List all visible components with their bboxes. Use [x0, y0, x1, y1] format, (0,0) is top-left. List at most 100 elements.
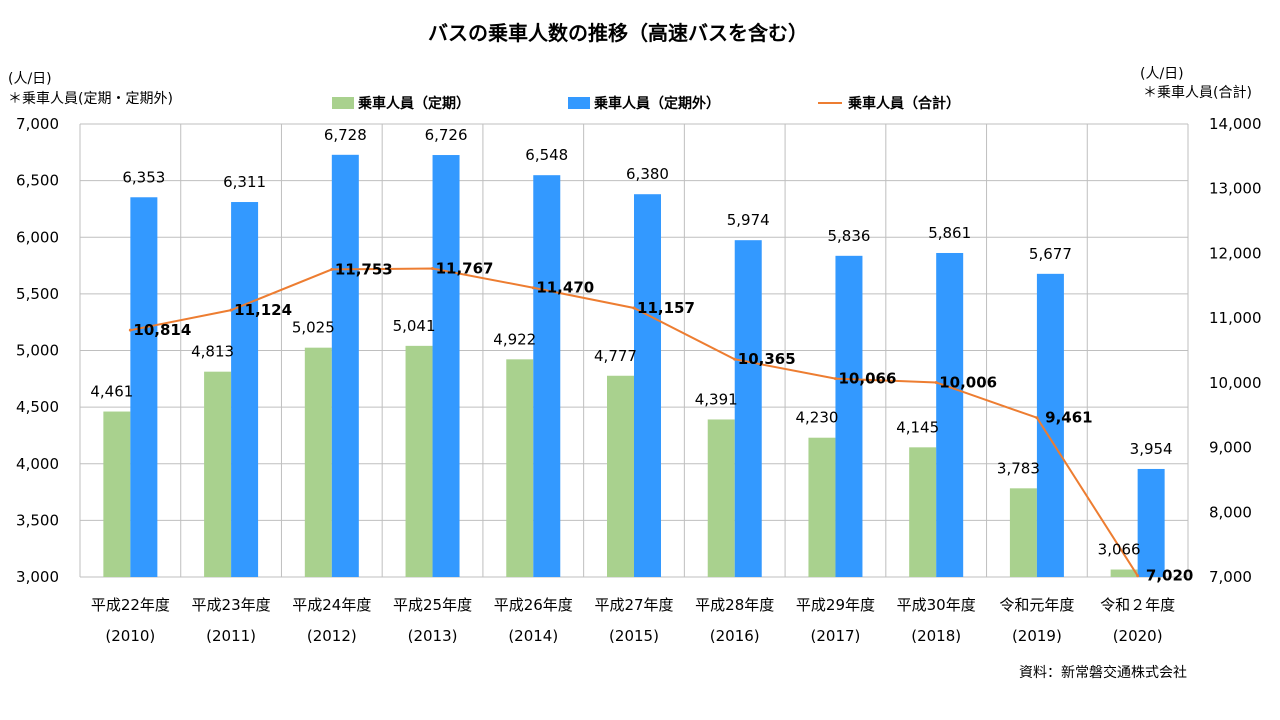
left-axis-note: ＊乗車人員(定期・定期外) — [8, 90, 173, 107]
right-tick-label: 10,000 — [1209, 374, 1262, 392]
line-total-label: 11,124 — [234, 301, 292, 319]
right-tick-label: 7,000 — [1209, 568, 1252, 586]
left-tick-label: 5,000 — [16, 342, 59, 360]
category-year: (2018) — [911, 627, 961, 645]
left-tick-label: 3,000 — [16, 568, 59, 586]
category-label: 平成26年度 — [494, 596, 573, 614]
bar-teiki — [909, 447, 937, 577]
bar-teikigai — [734, 240, 762, 577]
bar-teiki-label: 4,461 — [90, 383, 133, 401]
bar-teiki — [707, 419, 735, 577]
line-total-point — [128, 328, 132, 332]
category-year: (2015) — [609, 627, 659, 645]
bar-teikigai — [130, 197, 158, 577]
bar-teikigai-label: 6,353 — [122, 168, 165, 186]
right-tick-label: 9,000 — [1209, 439, 1252, 457]
left-tick-label: 4,500 — [16, 398, 59, 416]
bar-teiki-label: 4,230 — [795, 409, 838, 427]
bar-teikigai-label: 3,954 — [1130, 440, 1173, 458]
right-axis-unit: (人/日) — [1140, 66, 1184, 82]
line-total-label: 9,461 — [1045, 409, 1092, 427]
line-total-label: 11,767 — [436, 260, 494, 278]
bar-teiki — [607, 375, 634, 577]
bar-teikigai — [634, 194, 661, 577]
category-label: 平成30年度 — [897, 596, 976, 614]
category-label: 平成28年度 — [695, 596, 774, 614]
category-label: 平成22年度 — [91, 596, 170, 614]
category-label: 平成23年度 — [192, 596, 271, 614]
right-tick-label: 13,000 — [1209, 180, 1262, 198]
category-year: (2013) — [408, 627, 458, 645]
category-year: (2012) — [307, 627, 357, 645]
bar-teikigai-label: 6,728 — [324, 126, 367, 144]
bar-teiki-label: 4,813 — [191, 343, 234, 361]
line-total-point — [431, 267, 435, 271]
bar-teikigai — [835, 255, 863, 577]
category-year: (2017) — [811, 627, 861, 645]
left-tick-label: 3,500 — [16, 511, 59, 529]
bar-teiki-label: 3,066 — [1098, 541, 1141, 559]
right-tick-label: 12,000 — [1209, 244, 1262, 262]
line-total-point — [632, 306, 636, 310]
right-axis-note: ＊乗車人員(合計) — [1143, 84, 1252, 101]
bar-teiki — [808, 437, 836, 577]
category-label: 平成25年度 — [393, 596, 472, 614]
line-total-point — [330, 267, 334, 271]
line-total-label: 11,157 — [637, 299, 695, 317]
left-tick-label: 5,500 — [16, 285, 59, 303]
bar-teikigai — [533, 175, 561, 577]
left-tick-label: 6,000 — [16, 228, 59, 246]
bar-teiki — [1009, 488, 1037, 577]
line-total-point — [934, 380, 938, 384]
bar-teikigai-label: 6,548 — [525, 146, 568, 164]
bar-teikigai-label: 6,726 — [425, 126, 468, 144]
line-total-point — [833, 377, 837, 381]
left-tick-label: 6,500 — [16, 172, 59, 190]
line-total-point — [1035, 416, 1039, 420]
legend-label-teiki: 乗車人員（定期） — [357, 95, 470, 112]
category-label: 平成27年度 — [594, 596, 673, 614]
left-axis-unit: (人/日) — [8, 71, 52, 87]
line-total-point — [733, 357, 737, 361]
source-note: 資料：新常磐交通株式会社 — [1019, 664, 1187, 681]
bar-teiki — [405, 345, 433, 577]
category-year: (2010) — [105, 627, 155, 645]
bar-teiki-label: 5,025 — [292, 319, 335, 337]
bar-teikigai-label: 5,677 — [1029, 245, 1072, 263]
legend-swatch-teiki — [332, 97, 354, 109]
category-year: (2014) — [508, 627, 558, 645]
bar-teikigai-label: 6,311 — [223, 173, 266, 191]
bar-teikigai-label: 5,974 — [727, 211, 770, 229]
legend-swatch-teikigai — [568, 97, 590, 109]
bar-teiki — [304, 347, 332, 577]
bar-teiki-label: 4,922 — [493, 330, 536, 348]
bar-teikigai — [331, 154, 359, 577]
category-year: (2016) — [710, 627, 760, 645]
bar-teiki-label: 4,777 — [594, 347, 637, 365]
line-total-label: 10,066 — [839, 370, 897, 388]
legend: 乗車人員（定期） 乗車人員（定期外） 乗車人員（合計） — [332, 95, 960, 112]
legend-label-teikigai: 乗車人員（定期外） — [593, 95, 720, 112]
bar-teikigai — [231, 202, 259, 578]
bar-teikigai — [432, 155, 460, 577]
bar-teiki-label: 5,041 — [393, 317, 436, 335]
line-total-label: 11,470 — [536, 279, 594, 297]
line-total-point — [1136, 574, 1140, 578]
line-total-label: 10,365 — [738, 350, 796, 368]
left-tick-label: 7,000 — [16, 115, 59, 133]
bar-teiki — [204, 371, 232, 577]
bar-teiki — [1110, 569, 1138, 577]
category-label: 令和２年度 — [1100, 596, 1175, 614]
category-label: 令和元年度 — [999, 596, 1074, 614]
right-tick-label: 11,000 — [1209, 309, 1262, 327]
line-total-point — [531, 286, 535, 290]
bar-teiki-label: 3,783 — [997, 459, 1040, 477]
line-total-point — [229, 308, 233, 312]
line-total-label: 11,753 — [335, 260, 393, 278]
bar-teikigai — [936, 252, 964, 577]
right-tick-label: 8,000 — [1209, 503, 1252, 521]
right-tick-label: 14,000 — [1209, 115, 1262, 133]
category-label: 平成29年度 — [796, 596, 875, 614]
bar-teiki-label: 4,145 — [896, 418, 939, 436]
